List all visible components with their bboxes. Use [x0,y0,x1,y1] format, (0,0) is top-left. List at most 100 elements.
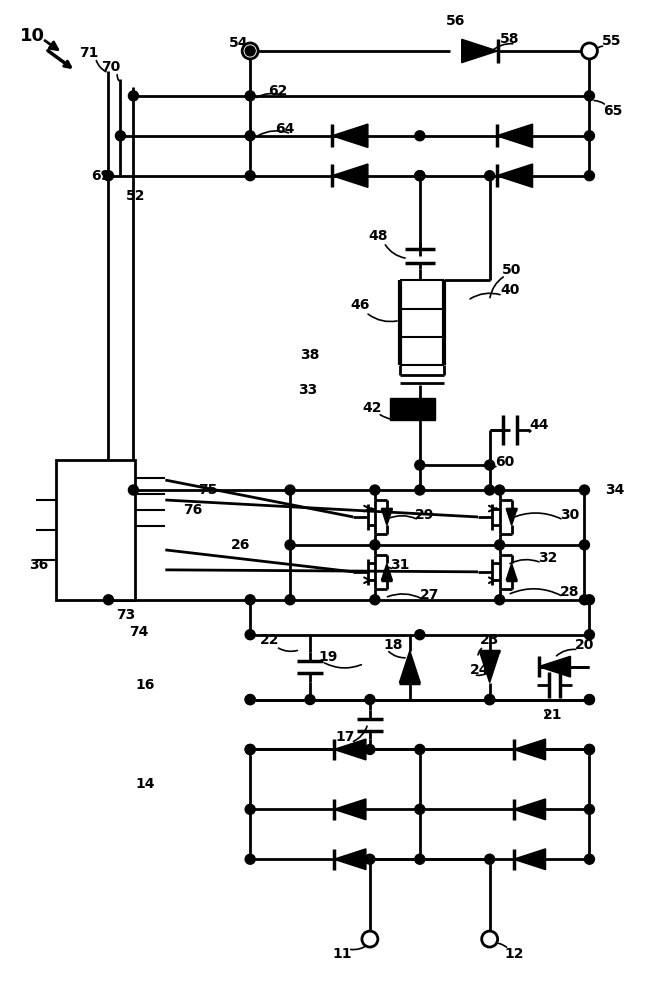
Text: 10: 10 [20,27,45,45]
Circle shape [584,695,594,705]
Polygon shape [382,509,392,525]
Text: 29: 29 [415,508,434,522]
Circle shape [104,171,113,181]
Circle shape [245,630,255,640]
Circle shape [485,171,494,181]
Circle shape [415,485,425,495]
Text: 26: 26 [231,538,250,552]
Text: 16: 16 [135,678,155,692]
Circle shape [362,931,378,947]
Text: 58: 58 [500,32,519,46]
Circle shape [365,744,375,754]
Circle shape [245,595,255,605]
Text: 21: 21 [543,708,562,722]
Circle shape [485,460,494,470]
Bar [390,398,435,420]
Text: 71: 71 [79,46,98,60]
Circle shape [245,744,255,754]
Circle shape [485,695,494,705]
Circle shape [584,744,594,754]
Circle shape [415,171,425,181]
Circle shape [245,695,255,705]
Polygon shape [382,563,392,580]
Text: 73: 73 [116,608,135,622]
Text: 33: 33 [299,383,318,397]
Text: 54: 54 [229,36,248,50]
Text: 14: 14 [135,777,155,791]
Circle shape [494,595,505,605]
Text: 23: 23 [480,633,500,647]
Circle shape [584,595,594,605]
Circle shape [370,595,380,605]
Circle shape [481,931,498,947]
Circle shape [584,804,594,814]
Polygon shape [462,39,498,63]
Circle shape [584,91,594,101]
Circle shape [584,854,594,864]
Text: 20: 20 [575,638,594,652]
Circle shape [584,171,594,181]
Circle shape [415,804,425,814]
Text: 24: 24 [470,663,489,677]
Text: 28: 28 [560,585,579,599]
Circle shape [365,854,375,864]
Polygon shape [514,849,546,870]
Circle shape [485,695,494,705]
Circle shape [104,595,113,605]
Circle shape [245,854,255,864]
Polygon shape [538,656,570,677]
Circle shape [245,46,255,56]
Circle shape [115,131,126,141]
Circle shape [242,43,258,59]
Circle shape [245,91,255,101]
Polygon shape [334,739,366,760]
Circle shape [415,460,425,470]
Text: 46: 46 [350,298,369,312]
Text: 62: 62 [268,84,288,98]
Text: 74: 74 [129,625,148,639]
Text: 12: 12 [505,947,524,961]
Polygon shape [334,799,366,820]
Polygon shape [332,124,368,147]
Text: 32: 32 [538,551,557,565]
Text: 56: 56 [446,14,465,28]
Circle shape [128,485,139,495]
Text: 11: 11 [332,947,352,961]
Circle shape [584,744,594,754]
Circle shape [485,854,494,864]
Circle shape [415,630,425,640]
Text: 55: 55 [601,34,621,48]
Polygon shape [496,164,533,187]
Circle shape [494,540,505,550]
Circle shape [245,171,255,181]
Polygon shape [506,509,517,525]
Text: 76: 76 [183,503,202,517]
Circle shape [485,485,494,495]
Circle shape [494,485,505,495]
Circle shape [581,43,597,59]
Circle shape [370,485,380,495]
Text: 69: 69 [91,169,110,183]
Polygon shape [514,799,546,820]
Circle shape [305,695,315,705]
Circle shape [370,540,380,550]
Text: 34: 34 [605,483,624,497]
Text: 38: 38 [300,348,319,362]
Circle shape [285,595,295,605]
Circle shape [415,131,425,141]
Polygon shape [334,849,366,870]
Circle shape [415,171,425,181]
Text: 19: 19 [318,650,338,664]
Circle shape [579,485,590,495]
Circle shape [415,854,425,864]
Polygon shape [480,651,500,683]
Text: 70: 70 [101,60,120,74]
Text: 31: 31 [390,558,410,572]
Text: 30: 30 [560,508,579,522]
Circle shape [128,91,139,101]
Circle shape [579,540,590,550]
Circle shape [245,804,255,814]
Circle shape [579,595,590,605]
Text: 27: 27 [420,588,439,602]
Circle shape [365,695,375,705]
